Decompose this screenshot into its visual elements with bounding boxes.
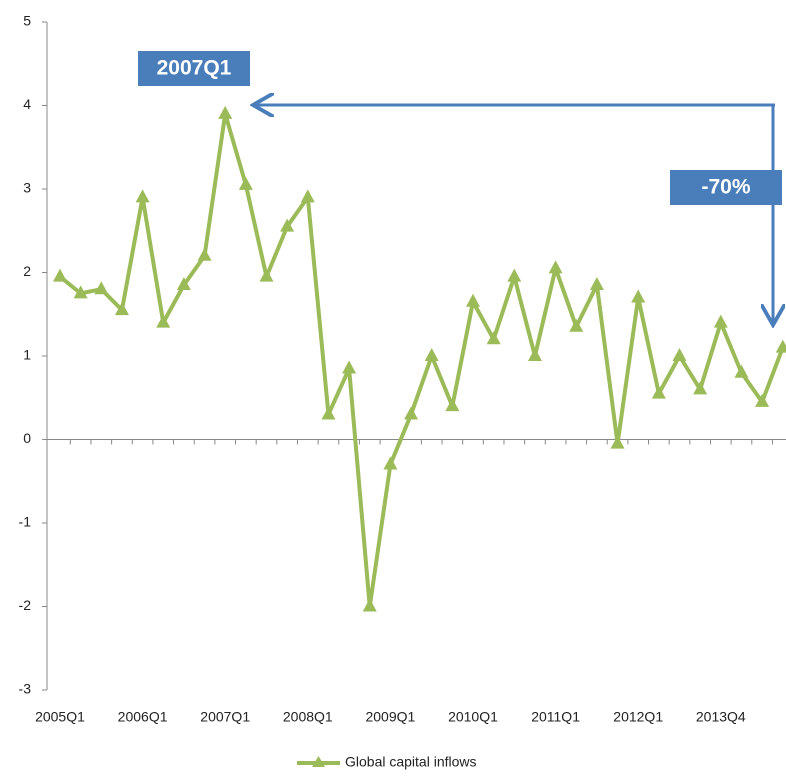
x-tick-label: 2010Q1	[448, 709, 498, 725]
point-marker	[651, 385, 666, 399]
legend: Global capital inflows	[297, 754, 477, 770]
x-tick-label: 2012Q1	[613, 709, 663, 725]
point-marker	[610, 435, 625, 449]
y-tick-label: -2	[19, 597, 32, 613]
point-marker	[466, 293, 480, 307]
point-marker	[404, 406, 419, 420]
point-marker	[693, 381, 708, 395]
point-marker	[156, 314, 171, 328]
y-tick-label: 5	[23, 13, 31, 29]
point-marker	[424, 348, 439, 361]
y-tick-label: -1	[19, 514, 32, 530]
point-marker	[486, 331, 501, 345]
x-tick-label: 2007Q1	[200, 709, 250, 725]
annotation-box	[670, 170, 782, 205]
point-marker	[53, 268, 67, 282]
y-tick-label: 1	[23, 347, 31, 363]
point-marker	[238, 176, 253, 190]
x-tick-label: 2011Q1	[531, 709, 580, 725]
annotation: 2007Q1	[157, 57, 232, 80]
point-marker	[362, 598, 377, 612]
legend-label: Global capital inflows	[345, 754, 477, 770]
point-marker	[321, 406, 336, 420]
y-tick-label: 0	[23, 430, 31, 446]
annotation-box	[138, 51, 250, 86]
point-marker	[713, 314, 728, 328]
point-marker	[73, 285, 88, 299]
x-tick-label: 2005Q1	[35, 709, 85, 725]
point-marker	[445, 398, 460, 412]
point-marker	[775, 339, 786, 353]
point-marker	[218, 105, 233, 119]
point-marker	[569, 318, 584, 332]
point-marker	[548, 260, 563, 274]
point-marker	[280, 218, 295, 232]
point-marker	[300, 189, 315, 203]
point-marker	[672, 348, 687, 361]
point-marker	[94, 281, 109, 295]
point-marker	[176, 277, 191, 291]
x-tick-label: 2009Q1	[365, 709, 415, 725]
y-tick-label: -3	[19, 681, 32, 697]
point-marker	[755, 393, 770, 407]
x-tick-label: 2013Q4	[696, 709, 746, 725]
y-tick-label: 3	[23, 180, 31, 196]
x-tick-label: 2006Q1	[118, 709, 168, 725]
x-tick-label: 2008Q1	[283, 709, 333, 725]
y-tick-label: 2	[23, 263, 31, 279]
point-marker	[631, 289, 646, 303]
point-marker	[589, 277, 604, 291]
point-marker	[342, 360, 357, 374]
annotation: -70%	[701, 176, 750, 199]
point-marker	[734, 364, 749, 378]
y-tick-label: 4	[23, 96, 31, 112]
series-line	[58, 111, 785, 609]
point-marker	[527, 348, 542, 361]
point-marker	[135, 189, 150, 203]
point-marker	[507, 268, 522, 282]
point-marker	[259, 268, 274, 282]
point-marker	[197, 247, 212, 261]
point-marker	[114, 302, 129, 316]
legend-marker	[312, 756, 325, 767]
point-marker	[383, 456, 398, 470]
